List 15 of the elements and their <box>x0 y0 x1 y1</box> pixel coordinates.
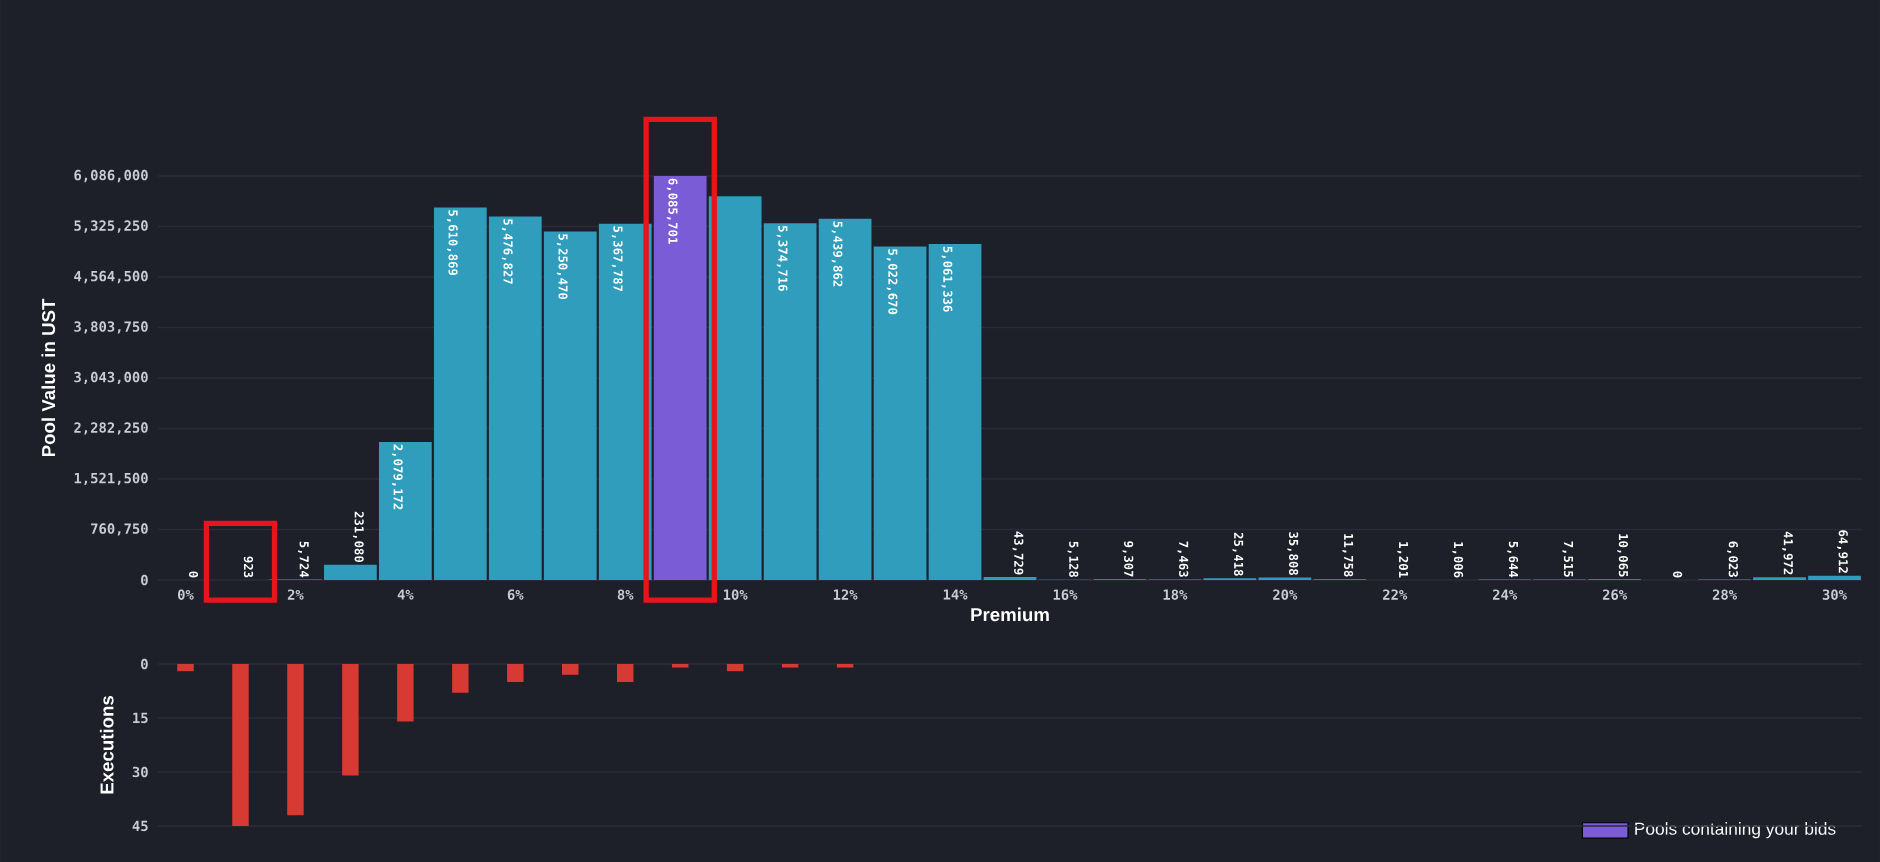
bar <box>653 176 707 580</box>
bar <box>616 663 634 682</box>
bar <box>342 663 359 776</box>
y-axis-title: Pool Value in UST <box>41 298 56 457</box>
bar <box>232 663 249 826</box>
bar <box>177 663 194 672</box>
bar <box>562 663 579 675</box>
bar <box>507 663 524 682</box>
bar <box>726 663 744 672</box>
y-axis-title: Executions <box>99 695 114 794</box>
x-axis-title: Premium <box>971 607 1049 622</box>
bar <box>452 663 469 693</box>
bar <box>397 663 414 722</box>
legend-label: Pools containing your bids <box>1635 822 1836 839</box>
bar <box>287 663 304 816</box>
